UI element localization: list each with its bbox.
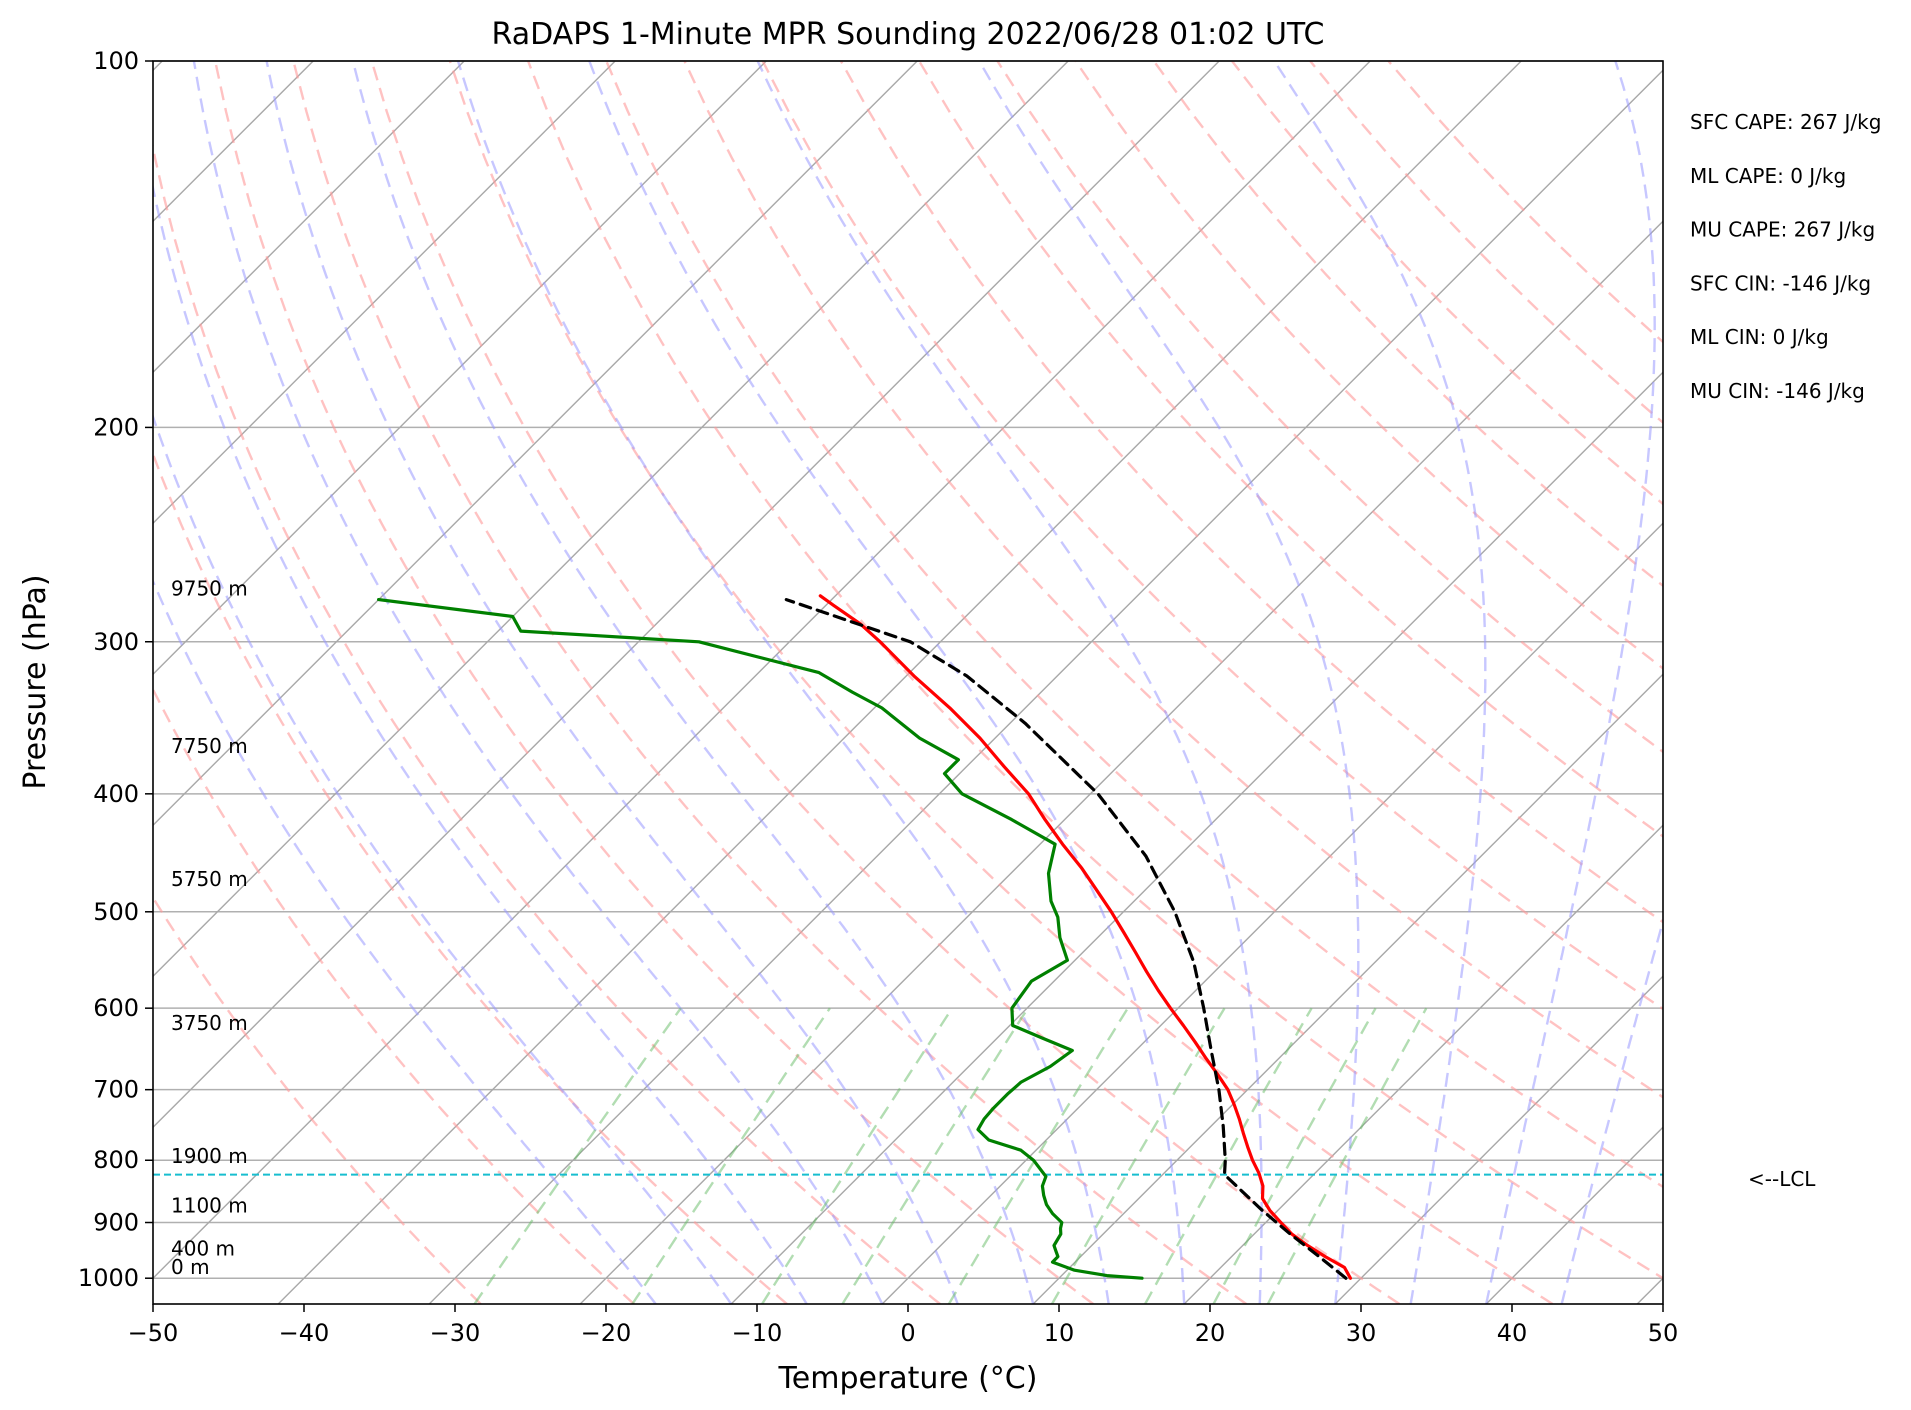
moist-adiabat-line <box>267 61 958 1304</box>
dry-adiabat-line <box>0 61 481 1304</box>
mixing-ratio-line <box>762 1008 952 1304</box>
moist-adiabat-line <box>1562 61 1875 1304</box>
moist-adiabat-line <box>589 61 1184 1304</box>
stat-line: ML CAPE: 0 J/kg <box>1690 164 1846 188</box>
moist-adiabat-line <box>1486 61 1655 1304</box>
dry-adiabat-line <box>841 61 1911 1304</box>
x-tick-label: 10 <box>1044 1319 1075 1347</box>
moist-adiabat-line <box>76 61 732 1304</box>
isotherm-line <box>1184 61 1911 1304</box>
isotherm-line <box>882 61 1911 1304</box>
height-label: 1900 m <box>171 1144 248 1168</box>
isotherm-line <box>1637 61 1911 1304</box>
axes-layer: −50 −40 −30 −20 −10 0 10 20 30 40 50 100 200 300 400 50… <box>78 47 1678 1347</box>
moist-adiabat-line <box>1274 61 1485 1304</box>
dry-adiabat-line <box>1310 61 1911 1304</box>
stat-line: MU CIN: -146 J/kg <box>1690 379 1865 403</box>
dry-adiabat-line <box>1388 61 1911 1304</box>
x-tick-label: −10 <box>732 1319 783 1347</box>
plot-frame <box>153 61 1663 1304</box>
isotherm-line <box>1335 61 1911 1304</box>
y-tick-label: 1000 <box>78 1264 139 1292</box>
x-tick-label: 30 <box>1346 1319 1377 1347</box>
isotherm-line <box>278 61 1521 1304</box>
isotherm-line <box>0 61 917 1304</box>
chart-title: RaDAPS 1-Minute MPR Sounding 2022/06/28 … <box>492 17 1325 52</box>
height-label: 7750 m <box>171 734 248 758</box>
isotherm-line <box>0 61 464 1304</box>
mixing-ratio-line <box>1052 1008 1225 1304</box>
moist-adiabat-line <box>979 61 1358 1304</box>
x-tick-label: −20 <box>581 1319 632 1347</box>
height-label: 3750 m <box>171 1011 248 1035</box>
dry-adiabat-line <box>528 61 1706 1304</box>
y-tick-label: 100 <box>93 47 139 75</box>
x-tick-label: −40 <box>279 1319 330 1347</box>
mixing-ratio-line <box>632 1008 830 1304</box>
y-tick-label: 600 <box>93 994 139 1022</box>
mixing-ratio-line <box>1214 1008 1376 1304</box>
stat-line: ML CIN: 0 J/kg <box>1690 325 1829 349</box>
stats-layer: SFC CAPE: 267 J/kg ML CAPE: 0 J/kg MU CAPE… <box>1690 110 1881 403</box>
dry-adiabat-line <box>137 61 940 1304</box>
isotherm-line <box>580 61 1823 1304</box>
isotherm-line <box>0 61 615 1304</box>
dry-adiabat-line <box>1154 61 1911 1304</box>
temperature-line <box>820 596 1350 1278</box>
mixing-ratio-line <box>1268 1008 1426 1304</box>
isotherm-line <box>0 61 766 1304</box>
moist-adiabat-line <box>25 61 656 1304</box>
x-axis-label: Temperature (°C) <box>778 1361 1038 1396</box>
y-tick-label: 300 <box>93 628 139 656</box>
isotherm-line <box>0 61 11 1304</box>
height-label: 9750 m <box>171 577 248 601</box>
stat-line: SFC CIN: -146 J/kg <box>1690 271 1871 295</box>
dry-adiabat-line <box>606 61 1859 1304</box>
y-tick-label: 700 <box>93 1076 139 1104</box>
height-label: 1100 m <box>171 1194 248 1218</box>
x-tick-label: 20 <box>1195 1319 1226 1347</box>
y-tick-label: 200 <box>93 413 139 441</box>
mixing-ratio-line <box>475 1008 681 1304</box>
moist-adiabat-line <box>353 61 1033 1304</box>
dry-adiabat-line <box>685 61 1911 1304</box>
dry-adiabat-line <box>763 61 1911 1304</box>
x-tick-label: −50 <box>128 1319 179 1347</box>
x-tick-label: 0 <box>900 1319 915 1347</box>
dry-adiabat-line <box>293 61 1246 1304</box>
y-tick-label: 500 <box>93 898 139 926</box>
stat-line: MU CAPE: 267 J/kg <box>1690 218 1875 242</box>
isotherm-line <box>1486 61 1911 1304</box>
x-tick-label: 50 <box>1648 1319 1679 1347</box>
y-axis-label: Pressure (hPa) <box>18 574 53 789</box>
reference-lines-layer <box>0 61 1911 1304</box>
lcl-label: <--LCL <box>1748 1167 1816 1191</box>
isotherm-line <box>0 61 1068 1304</box>
y-tick-label: 400 <box>93 780 139 808</box>
y-tick-label: 900 <box>93 1209 139 1237</box>
height-label: 5750 m <box>171 867 248 891</box>
x-tick-label: −30 <box>430 1319 481 1347</box>
stat-line: SFC CAPE: 267 J/kg <box>1690 110 1881 134</box>
y-tick-label: 800 <box>93 1146 139 1174</box>
series-layer <box>379 596 1351 1278</box>
isotherm-line <box>127 61 1370 1304</box>
moist-adiabat-line <box>131 61 807 1304</box>
height-label: 400 m <box>171 1236 235 1260</box>
x-tick-label: 40 <box>1497 1319 1528 1347</box>
mixing-ratio-line <box>843 1008 1028 1304</box>
isotherm-line <box>731 61 1911 1304</box>
